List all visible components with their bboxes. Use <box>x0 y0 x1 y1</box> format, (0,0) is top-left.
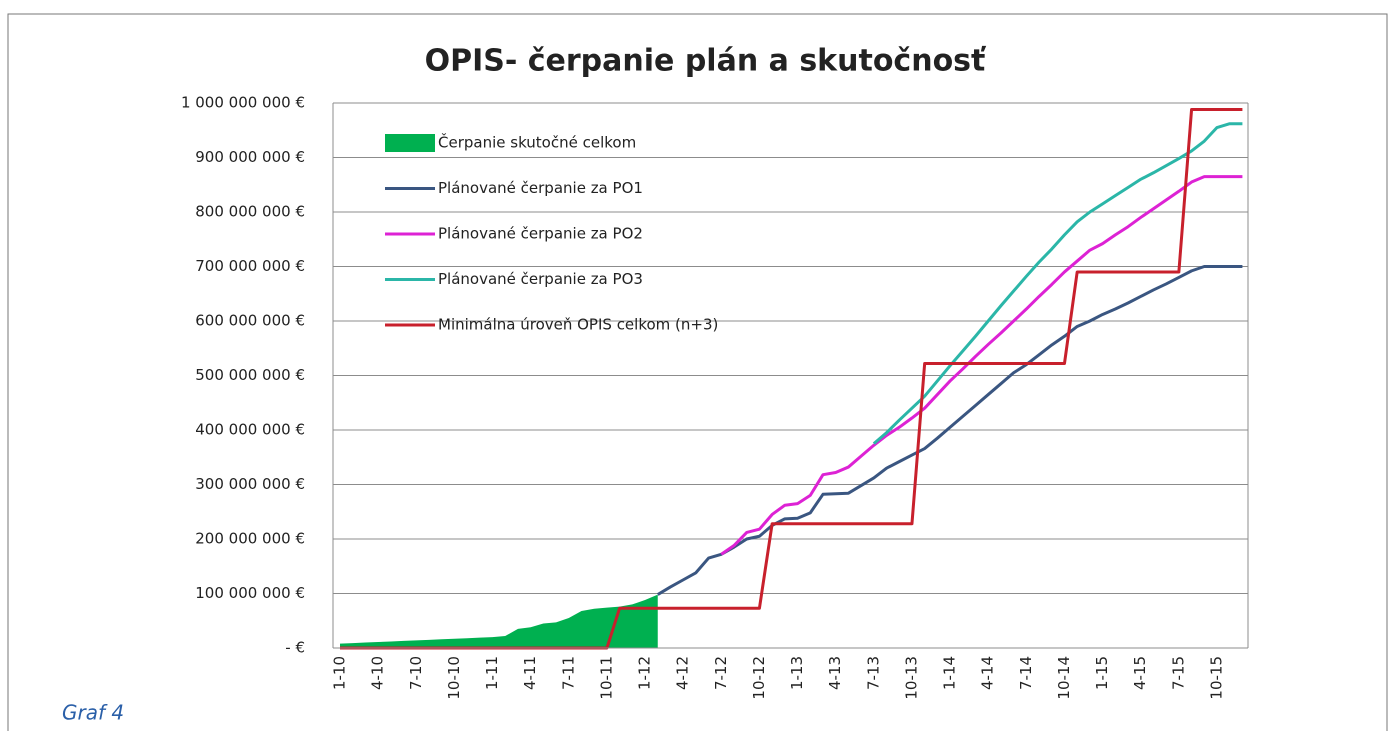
y-tick-label: 600 000 000 € <box>195 312 305 330</box>
x-tick-label: 7-10 <box>407 656 425 690</box>
area <box>340 594 658 648</box>
x-tick-label: 1-10 <box>331 656 349 690</box>
x-tick-label: 4-12 <box>674 656 692 690</box>
y-tick-label: 800 000 000 € <box>195 203 305 221</box>
y-tick-label: 700 000 000 € <box>195 257 305 275</box>
y-tick-label: 100 000 000 € <box>195 584 305 602</box>
legend-label: Plánované čerpanie za PO1 <box>438 179 643 197</box>
x-tick-label: 1-12 <box>636 656 654 690</box>
y-tick-label: - € <box>285 639 305 657</box>
line <box>656 265 1243 596</box>
line <box>720 175 1243 556</box>
x-tick-label: 7-12 <box>712 656 730 690</box>
x-tick-label: 4-13 <box>826 656 844 690</box>
x-tick-label: 1-14 <box>941 656 959 690</box>
x-tick-label: 7-14 <box>1017 656 1035 690</box>
x-tick-label: 10-15 <box>1207 656 1225 700</box>
x-tick-label: 1-13 <box>788 656 806 690</box>
x-tick-label: 4-15 <box>1131 656 1149 690</box>
chart-title: OPIS- čerpanie plán a skutočnosť <box>425 44 987 79</box>
x-tick-label: 7-13 <box>864 656 882 690</box>
y-tick-label: 200 000 000 € <box>195 530 305 548</box>
x-tick-label: 10-14 <box>1055 656 1073 700</box>
x-tick-label: 1-11 <box>483 656 501 690</box>
frame <box>7 13 1388 731</box>
x-tick-label: 7-11 <box>559 656 577 690</box>
legend-label: Plánované čerpanie za PO2 <box>438 225 643 243</box>
x-tick-label: 1-15 <box>1093 656 1111 690</box>
legend-label: Čerpanie skutočné celkom <box>438 133 636 152</box>
annotation: Graf 4 <box>62 701 124 725</box>
x-tick-label: 10-13 <box>902 656 920 700</box>
x-tick-label: 10-11 <box>597 656 615 700</box>
y-tick-label: 500 000 000 € <box>195 366 305 384</box>
y-tick-label: 300 000 000 € <box>195 475 305 493</box>
y-tick-label: 400 000 000 € <box>195 421 305 439</box>
legend-label: Plánované čerpanie za PO3 <box>438 270 643 288</box>
y-tick-label: 900 000 000 € <box>195 148 305 166</box>
legend-label: Minimálna úroveň OPIS celkom (n+3) <box>438 316 718 334</box>
x-tick-label: 10-12 <box>750 656 768 700</box>
x-tick-label: 4-11 <box>521 656 539 690</box>
legend-swatch <box>385 134 435 152</box>
x-tick-label: 7-15 <box>1169 656 1187 690</box>
x-tick-label: 4-14 <box>979 656 997 690</box>
x-tick-label: 4-10 <box>369 656 387 690</box>
line <box>872 122 1243 445</box>
y-tick-label: 1 000 000 000 € <box>181 94 305 112</box>
x-tick-label: 10-10 <box>445 656 463 700</box>
